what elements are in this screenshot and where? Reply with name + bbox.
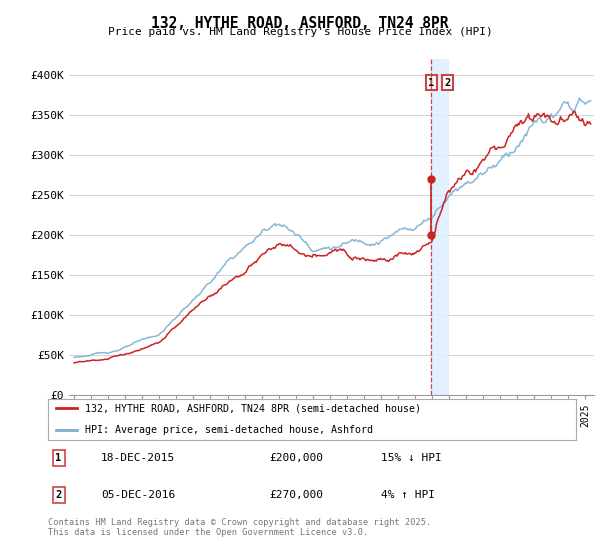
Text: 132, HYTHE ROAD, ASHFORD, TN24 8PR: 132, HYTHE ROAD, ASHFORD, TN24 8PR: [151, 16, 449, 31]
Text: 1: 1: [55, 453, 62, 463]
Text: Price paid vs. HM Land Registry's House Price Index (HPI): Price paid vs. HM Land Registry's House …: [107, 27, 493, 37]
Text: £270,000: £270,000: [270, 490, 324, 500]
Text: 2: 2: [445, 78, 451, 88]
Text: 132, HYTHE ROAD, ASHFORD, TN24 8PR (semi-detached house): 132, HYTHE ROAD, ASHFORD, TN24 8PR (semi…: [85, 403, 421, 413]
Text: 05-DEC-2016: 05-DEC-2016: [101, 490, 175, 500]
Text: 15% ↓ HPI: 15% ↓ HPI: [380, 453, 442, 463]
Text: 1: 1: [428, 78, 434, 88]
Text: HPI: Average price, semi-detached house, Ashford: HPI: Average price, semi-detached house,…: [85, 424, 373, 435]
Bar: [431, 59, 448, 395]
Text: 4% ↑ HPI: 4% ↑ HPI: [380, 490, 434, 500]
Text: Contains HM Land Registry data © Crown copyright and database right 2025.
This d: Contains HM Land Registry data © Crown c…: [48, 518, 431, 538]
Text: 18-DEC-2015: 18-DEC-2015: [101, 453, 175, 463]
Text: £200,000: £200,000: [270, 453, 324, 463]
Text: 2: 2: [55, 490, 62, 500]
